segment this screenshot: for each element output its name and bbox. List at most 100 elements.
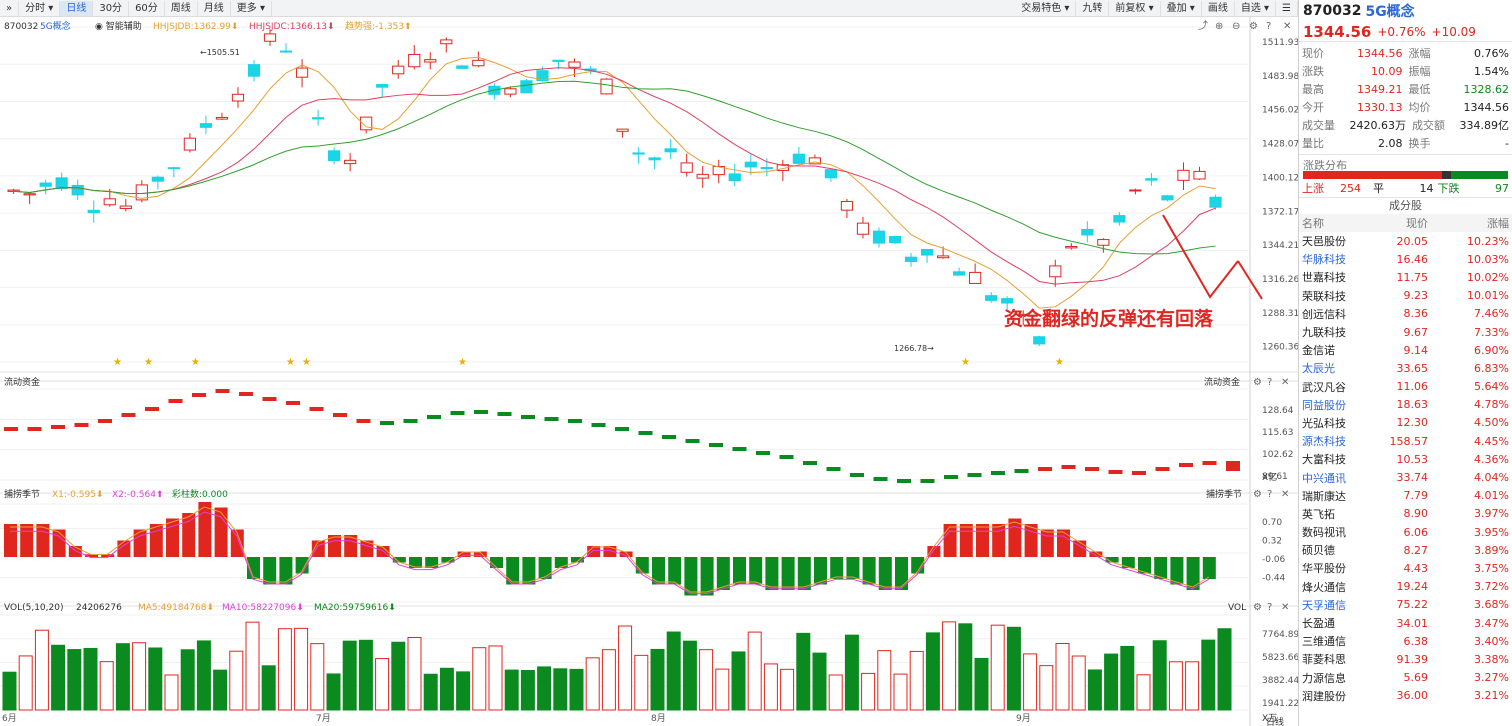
toolbar-menu-0[interactable]: 交易特色 ▾ (1015, 0, 1077, 16)
constituent-row[interactable]: 数码视讯 6.06 3.95% (1299, 523, 1512, 541)
stat-value: 1328.62 (1463, 82, 1510, 96)
constituent-row[interactable]: 金信诺 9.14 6.90% (1299, 341, 1512, 359)
timing-bar (101, 554, 115, 557)
vol-bar (132, 642, 147, 711)
quote-name[interactable]: 5G概念 (1365, 4, 1415, 20)
signal-star: ★ (458, 357, 467, 368)
constituent-row[interactable]: 英飞拓 8.90 3.97% (1299, 505, 1512, 523)
constituent-name: 华平股份 (1302, 562, 1346, 576)
constituent-row[interactable]: 烽火通信 19.24 3.72% (1299, 578, 1512, 596)
timing-bar (587, 546, 601, 557)
candle-body (1097, 239, 1110, 246)
constituent-row[interactable]: 同益股份 18.63 4.78% (1299, 396, 1512, 414)
period-tab-1[interactable]: 日线 (60, 0, 94, 16)
constituent-row[interactable]: 荣联科技 9.23 10.01% (1299, 287, 1512, 305)
vol-bar (585, 657, 600, 711)
timing-bar (895, 557, 908, 590)
kline-chart[interactable]: 870032 5G概念 ◉ 智能辅助 HHJSJDB:1362.99⬇ HHJSJDC:… (0, 17, 1298, 726)
flow-bar (74, 423, 89, 427)
constituent-row[interactable]: 光弘科技 12.30 4.50% (1299, 414, 1512, 432)
period-tab-6[interactable]: 更多 ▾ (231, 0, 272, 16)
candle-body (1001, 298, 1014, 304)
constituent-row[interactable]: 华平股份 4.43 3.75% (1299, 559, 1512, 577)
stat-value: 10.09 (1371, 64, 1403, 78)
dist-title: 涨跌分布 (1303, 159, 1347, 172)
period-tab-2[interactable]: 30分 (93, 0, 130, 16)
constituent-row[interactable]: 润建股份 36.00 3.21% (1299, 687, 1512, 705)
candle-body (167, 167, 180, 170)
price-tick: 1316.26 (1262, 275, 1298, 285)
constituent-row[interactable]: 菲菱科思 91.39 3.38% (1299, 650, 1512, 668)
vol-tick: 7764.89 (1262, 630, 1298, 640)
vol-bar (877, 650, 892, 711)
constituent-price: 19.24 (1396, 580, 1429, 594)
vol-bar (925, 632, 940, 711)
constituent-row[interactable]: 武汉凡谷 11.06 5.64% (1299, 378, 1512, 396)
timing-bar (684, 557, 698, 596)
kline-chart-area[interactable]: 870032 5G概念 ◉ 智能辅助 HHJSJDB:1362.99⬇ HHJSJDC:… (0, 17, 1298, 726)
constituent-row[interactable]: 创远信科 8.36 7.46% (1299, 305, 1512, 323)
candle-body (408, 53, 421, 68)
constituent-row[interactable]: 中兴通讯 33.74 4.04% (1299, 468, 1512, 486)
timing-bar (814, 557, 827, 585)
toolbar-menu-2[interactable]: 前复权 ▾ (1109, 0, 1161, 16)
dist-bar (1303, 171, 1508, 179)
constituent-row[interactable]: 力源信息 5.69 3.27% (1299, 669, 1512, 687)
stat-value: 1344.56 (1463, 100, 1510, 114)
constituent-chg: 6.83% (1474, 361, 1509, 375)
vol-bar (456, 671, 471, 711)
toolbar-menu-3[interactable]: 叠加 ▾ (1161, 0, 1202, 16)
constituent-name: 光弘科技 (1302, 416, 1346, 430)
period-tab-4[interactable]: 周线 (165, 0, 198, 16)
period-tab-5[interactable]: 月线 (198, 0, 231, 16)
candle-body (55, 177, 68, 189)
period-tab-3[interactable]: 60分 (129, 0, 165, 16)
price-tick: 1260.36 (1262, 343, 1298, 353)
high-label: ←1505.51 (200, 48, 240, 57)
dist-row: 上涨 254 平 14 下跌 97 (1299, 179, 1512, 197)
constituent-row[interactable]: 长盈通 34.01 3.47% (1299, 614, 1512, 632)
constituent-row[interactable]: 硕贝德 8.27 3.89% (1299, 541, 1512, 559)
constituent-row[interactable]: 九联科技 9.67 7.33% (1299, 323, 1512, 341)
timing-bar (52, 529, 66, 557)
constituent-row[interactable]: 瑞斯康达 7.79 4.01% (1299, 487, 1512, 505)
constituent-row[interactable]: 三维通信 6.38 3.40% (1299, 632, 1512, 650)
timing-bar (1040, 529, 1054, 557)
toolbar-menu-4[interactable]: 画线 (1202, 0, 1235, 16)
flow-bar (1202, 461, 1217, 465)
constituent-row[interactable]: 太辰光 33.65 6.83% (1299, 359, 1512, 377)
timing-bar (1186, 557, 1200, 590)
constituent-name: 荣联科技 (1302, 289, 1346, 303)
date-tick: 8月 (651, 713, 666, 724)
flow-bar (286, 401, 300, 405)
vol-tick: 5823.66 (1262, 653, 1298, 663)
constituent-row[interactable]: 世嘉科技 11.75 10.02% (1299, 268, 1512, 286)
ma-line-20 (13, 80, 1216, 255)
dist-flat-label: 平 (1373, 182, 1384, 195)
period-tab-0[interactable]: 分时 ▾ (19, 0, 61, 16)
constituent-name: 源杰科技 (1302, 435, 1346, 449)
toolbar-menu-1[interactable]: 九转 (1076, 0, 1110, 16)
stat-value: 1330.13 (1357, 100, 1403, 114)
constituent-name: 润建股份 (1302, 689, 1346, 703)
toolbar-menu-5[interactable]: 自选 ▾ (1235, 0, 1277, 16)
constituent-chg: 10.23% (1467, 234, 1509, 248)
constituent-row[interactable]: 华脉科技 16.46 10.03% (1299, 250, 1512, 268)
flow-bar (497, 412, 512, 416)
constituent-row[interactable]: 大富科技 10.53 4.36% (1299, 450, 1512, 468)
timing-tick: 0.70 (1262, 518, 1282, 528)
cons-header-chg: 涨幅 (1487, 217, 1509, 230)
constituent-name: 大富科技 (1302, 453, 1346, 467)
candle-body (536, 70, 549, 82)
toolbar-menu-6[interactable]: ☰ (1276, 0, 1298, 16)
candle-body (632, 152, 645, 155)
constituent-row[interactable]: 天孚通信 75.22 3.68% (1299, 596, 1512, 614)
timing-bar (295, 557, 309, 574)
flow-bar (27, 427, 42, 431)
flow-bar (709, 443, 723, 447)
constituent-row[interactable]: 天邑股份 20.05 10.23% (1299, 232, 1512, 250)
constituent-row[interactable]: 源杰科技 158.57 4.45% (1299, 432, 1512, 450)
price-tick: 1288.31 (1262, 309, 1298, 319)
constituent-name: 华脉科技 (1302, 253, 1346, 267)
collapse-icon[interactable]: » (0, 0, 20, 16)
